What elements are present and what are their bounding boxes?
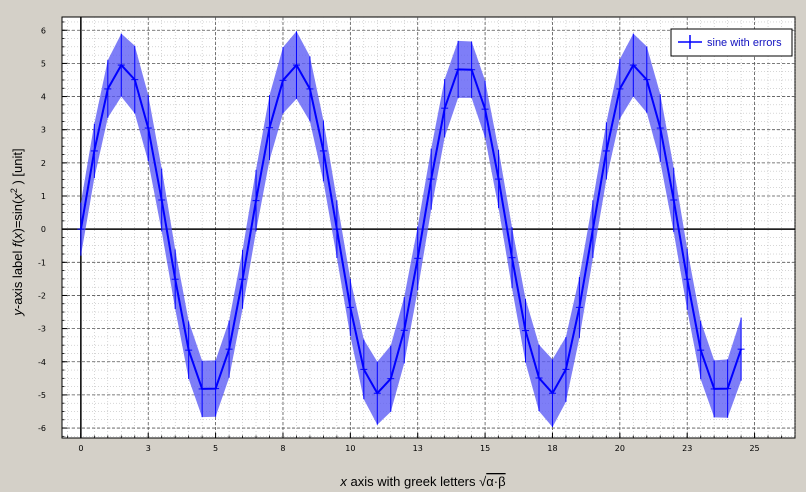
x-tick-label: 15 (480, 444, 490, 453)
y-tick-label: -1 (38, 258, 46, 267)
y-axis-title: y-axis label f(x)=sin(x2 ) [unit] (9, 148, 25, 316)
y-axis-title-text-a: -axis label (10, 247, 25, 309)
y-tick-label: -3 (38, 325, 46, 334)
radical-sign-icon: √ (479, 474, 487, 489)
series-line (79, 63, 743, 395)
y-tick-label: 4 (41, 93, 46, 102)
y-tick-label: -4 (38, 358, 46, 367)
legend-label: sine with errors (707, 37, 782, 49)
y-axis-title-x2var: x (10, 193, 25, 201)
x-tick-label: 3 (146, 444, 151, 453)
y-axis-title-paren: ( (10, 238, 25, 243)
x-tick-label: 5 (213, 444, 218, 453)
y-axis-title-xvar: x (10, 232, 25, 240)
y-tick-label: 3 (41, 126, 46, 135)
x-tick-label: 20 (615, 444, 625, 453)
x-axis-title-radicand: α·β (486, 474, 505, 489)
x-tick-label: 23 (682, 444, 692, 453)
y-tick-label: 5 (41, 59, 46, 68)
y-tick-label: -2 (38, 291, 46, 300)
y-tick-label: 1 (41, 192, 46, 201)
x-tick-label: 18 (547, 444, 557, 453)
y-tick-label: -6 (38, 424, 46, 433)
y-axis-title-text-b: )=sin( (10, 199, 25, 233)
x-axis-title-var: x (339, 474, 347, 489)
legend: sine with errors (670, 28, 793, 57)
x-tick-label: 0 (78, 444, 83, 453)
y-tick-label: 0 (41, 225, 46, 234)
y-axis-title-exponent: 2 (9, 188, 19, 193)
y-tick-label: -5 (38, 391, 46, 400)
y-axis-title-suffix: ) [unit] (10, 148, 25, 188)
x-tick-label: 25 (749, 444, 759, 453)
y-tick-label: 6 (41, 26, 46, 35)
y-axis-title-prefix: y (10, 308, 25, 317)
x-tick-label: 13 (413, 444, 423, 453)
x-tick-label: 8 (280, 444, 285, 453)
error-band (80, 31, 742, 428)
series-layer (77, 31, 745, 428)
x-axis-title: x axis with greek letters √α·β (339, 474, 505, 489)
x-tick-label: 10 (345, 444, 355, 453)
y-axis-title-fvar: f (10, 242, 25, 247)
y-tick-label: 2 (41, 159, 46, 168)
x-axis-title-text: axis with greek letters (347, 474, 479, 489)
